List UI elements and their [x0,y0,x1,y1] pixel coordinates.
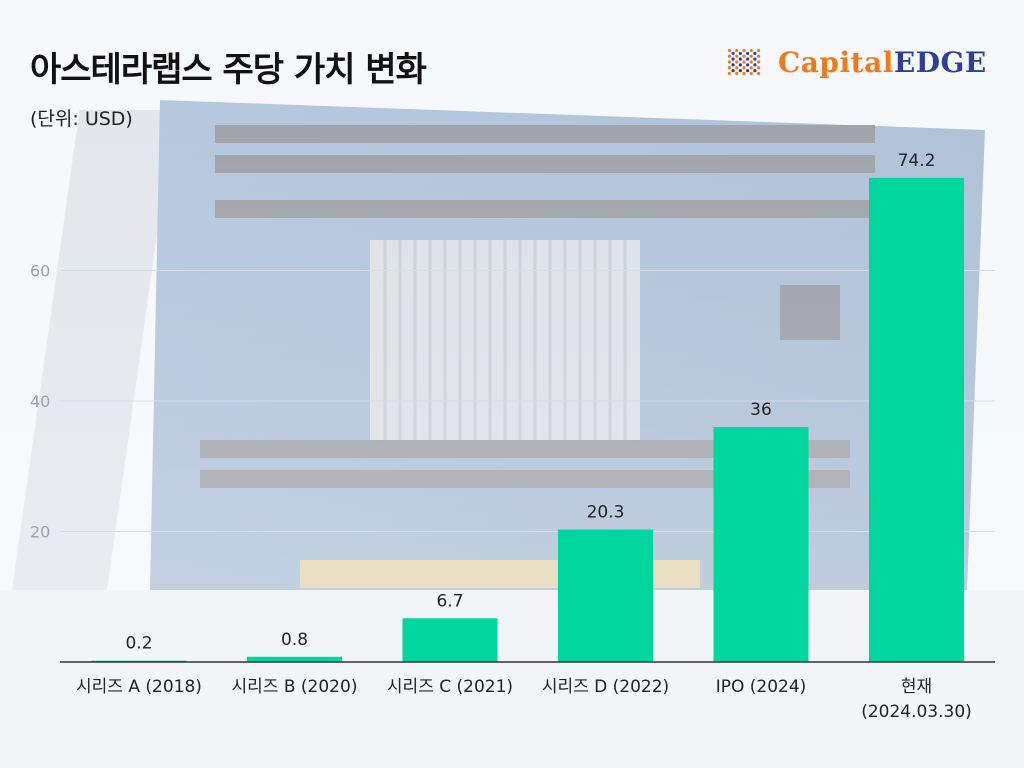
bar [869,177,964,662]
logo-dot [731,68,735,73]
y-tick-label: 40 [30,392,50,411]
x-category-label: 시리즈 D (2022) [542,677,669,697]
x-category-label: IPO (2024) [716,677,807,697]
logo-dot [756,60,761,64]
logo-dot [738,57,742,61]
logo-dot [742,48,746,53]
logo-dot [753,63,757,67]
logo-dot [738,51,742,56]
x-category-label: 시리즈 C (2021) [387,677,513,697]
logo-word-edge: EDGE [893,45,987,79]
logo-dot [742,54,746,58]
logo-dot [746,63,750,67]
bar-value-label: 6.7 [436,591,463,611]
logo-dot [731,63,735,67]
x-category-label: 현재 [901,677,932,697]
logo-dot [735,54,739,58]
logo-dot [756,71,761,76]
bar-value-label: 74.2 [898,151,936,171]
logo-wordmark: CapitalEDGE [778,46,987,79]
logo-dot [753,57,757,61]
bar [713,427,809,662]
logo-dot [735,48,739,53]
logo-dot [756,54,761,58]
logo-dot [756,48,761,53]
chart-title: 아스테라랩스 주당 가치 변화 [30,50,427,90]
x-category-label: 시리즈 A (2018) [76,677,202,697]
logo-dot [753,51,757,56]
bar [402,618,498,662]
logo-dot [749,60,753,64]
logo-dot [735,66,739,70]
logo-dot [749,71,753,76]
logo-dot [749,66,753,70]
logo-dot [727,48,732,53]
logo-dot [727,66,732,70]
capital-edge-logo: CapitalEDGE [718,40,987,84]
logo-dot [749,54,753,58]
logo-dot [742,71,746,76]
bar [558,529,653,662]
logo-dot [742,66,746,70]
bar-value-label: 0.2 [125,634,152,654]
logo-dot [746,57,750,61]
x-category-label: 시리즈 B (2020) [232,677,358,697]
logo-dot [727,54,732,58]
logo-dot [731,57,735,61]
logo-word-capital: Capital [778,45,894,79]
y-tick-label: 20 [30,523,50,542]
bar-value-label: 36 [750,400,772,420]
logo-dot [727,71,732,76]
logo-dot [753,68,757,73]
unit-label: (단위: USD) [30,108,133,130]
logo-dot [735,71,739,76]
logo-dot [756,66,761,70]
logo-dot [731,51,735,56]
logo-dot [738,68,742,73]
bar-value-label: 20.3 [587,503,625,523]
logo-dot [727,60,732,64]
logo-dot [738,63,742,67]
x-category-label: (2024.03.30) [861,702,972,722]
y-tick-label: 60 [30,262,50,281]
logo-dot [742,60,746,64]
logo-dot [735,60,739,64]
logo-diamond-icon [727,48,761,76]
logo-dot [749,48,753,53]
bar [247,656,342,662]
logo-dot [746,68,750,73]
logo-dot [746,51,750,56]
bar-value-label: 0.8 [281,630,308,650]
